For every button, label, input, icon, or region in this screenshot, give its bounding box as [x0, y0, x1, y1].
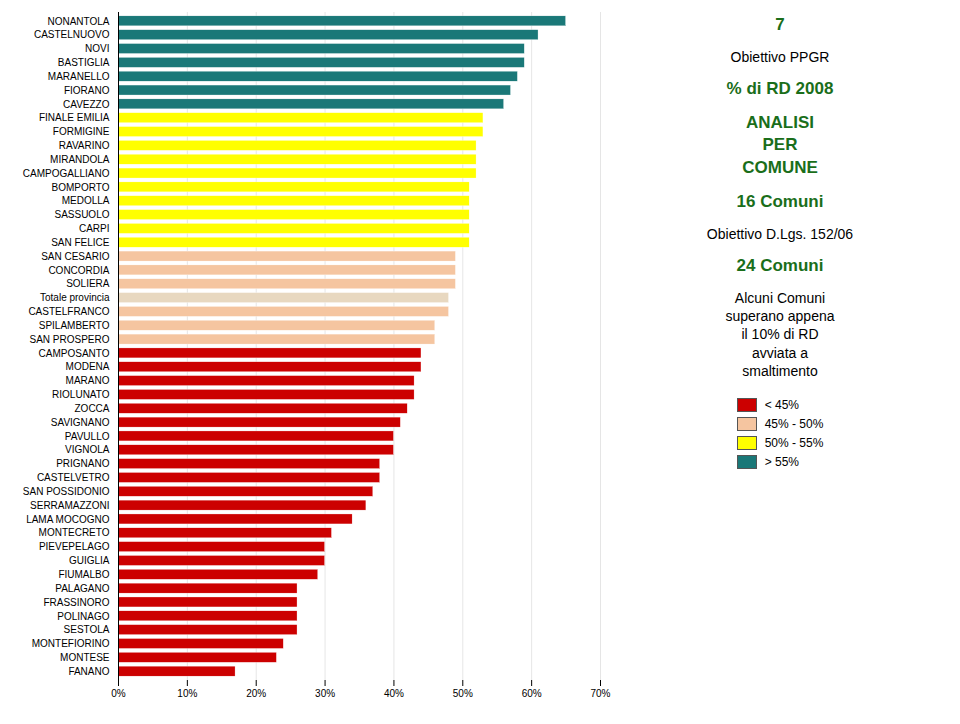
svg-text:LAMA MOCOGNO: LAMA MOCOGNO: [26, 514, 110, 525]
svg-text:Totale provincia: Totale provincia: [40, 292, 110, 303]
svg-text:CARPI: CARPI: [79, 223, 110, 234]
svg-text:SASSUOLO: SASSUOLO: [54, 209, 109, 220]
svg-text:POLINAGO: POLINAGO: [57, 611, 109, 622]
svg-text:RAVARINO: RAVARINO: [59, 140, 110, 151]
svg-text:FINALE EMILIA: FINALE EMILIA: [39, 112, 110, 123]
svg-text:SAN FELICE: SAN FELICE: [51, 237, 110, 248]
svg-text:FIUMALBO: FIUMALBO: [58, 569, 109, 580]
svg-text:CAVEZZO: CAVEZZO: [63, 99, 110, 110]
svg-text:VIGNOLA: VIGNOLA: [65, 444, 110, 455]
svg-text:CAMPOGALLIANO: CAMPOGALLIANO: [23, 168, 110, 179]
svg-text:SPILAMBERTO: SPILAMBERTO: [39, 320, 110, 331]
svg-text:SOLIERA: SOLIERA: [66, 278, 110, 289]
html-text:24 Comuni: 24 Comuni: [736, 255, 824, 275]
svg-text:20%: 20%: [246, 688, 266, 699]
html-text:ANALISI PER COMUNE: ANALISI PER COMUNE: [742, 113, 818, 177]
html-text:16 Comuni: 16 Comuni: [736, 191, 824, 211]
html-text:7: 7: [775, 15, 785, 34]
svg-text:PIEVEPELAGO: PIEVEPELAGO: [39, 541, 110, 552]
svg-text:CASTELNUOVO: CASTELNUOVO: [34, 29, 110, 40]
html-text:Alcuni Comuni superano appena: Alcuni Comuni superano appena il 10% di …: [725, 290, 835, 379]
svg-text:SERRAMAZZONI: SERRAMAZZONI: [30, 500, 109, 511]
svg-text:MODENA: MODENA: [66, 361, 110, 372]
svg-text:10%: 10%: [177, 688, 197, 699]
svg-text:MONTEFIORINO: MONTEFIORINO: [32, 638, 110, 649]
html-text:Obiettivo D.Lgs. 152/06: Obiettivo D.Lgs. 152/06: [706, 225, 854, 242]
svg-text:FIORANO: FIORANO: [64, 85, 110, 96]
svg-text:FORMIGINE: FORMIGINE: [53, 126, 110, 137]
svg-text:MEDOLLA: MEDOLLA: [62, 195, 110, 206]
svg-text:MONTESE: MONTESE: [60, 652, 110, 663]
svg-text:NOVI: NOVI: [85, 43, 109, 54]
svg-text:SAN POSSIDONIO: SAN POSSIDONIO: [23, 486, 110, 497]
svg-text:30%: 30%: [315, 688, 335, 699]
svg-text:CAMPOSANTO: CAMPOSANTO: [39, 348, 110, 359]
svg-text:CASTELVETRO: CASTELVETRO: [37, 472, 110, 483]
html-text:45% - 50%: 45% - 50%: [764, 417, 824, 431]
svg-text:FANANO: FANANO: [68, 666, 109, 677]
svg-text:50%: 50%: [453, 688, 473, 699]
svg-text:0%: 0%: [111, 688, 126, 699]
svg-text:PRIGNANO: PRIGNANO: [56, 458, 110, 469]
svg-text:SAVIGNANO: SAVIGNANO: [51, 417, 110, 428]
svg-text:SESTOLA: SESTOLA: [64, 624, 110, 635]
html-text:50% - 55%: 50% - 55%: [764, 436, 824, 450]
svg-text:RIOLUNATO: RIOLUNATO: [52, 389, 110, 400]
html-text:> 55%: > 55%: [764, 455, 799, 469]
svg-text:60%: 60%: [522, 688, 542, 699]
svg-text:PALAGANO: PALAGANO: [55, 583, 109, 594]
html-text:< 45%: < 45%: [764, 398, 799, 412]
svg-text:40%: 40%: [384, 688, 404, 699]
svg-text:70%: 70%: [590, 688, 610, 699]
svg-text:MARANELLO: MARANELLO: [48, 71, 110, 82]
svg-text:BOMPORTO: BOMPORTO: [52, 182, 110, 193]
svg-text:GUIGLIA: GUIGLIA: [69, 555, 110, 566]
svg-text:MIRANDOLA: MIRANDOLA: [50, 154, 110, 165]
svg-text:ZOCCA: ZOCCA: [75, 403, 110, 414]
svg-text:MONTECRETO: MONTECRETO: [39, 527, 110, 538]
svg-text:MARANO: MARANO: [66, 375, 110, 386]
svg-text:PAVULLO: PAVULLO: [65, 431, 110, 442]
svg-text:NONANTOLA: NONANTOLA: [47, 16, 109, 27]
svg-text:CASTELFRANCO: CASTELFRANCO: [28, 306, 109, 317]
svg-text:BASTIGLIA: BASTIGLIA: [58, 57, 110, 68]
svg-text:FRASSINORO: FRASSINORO: [43, 597, 109, 608]
svg-text:CONCORDIA: CONCORDIA: [48, 265, 109, 276]
html-text:% di RD 2008: % di RD 2008: [726, 79, 834, 99]
svg-text:SAN PROSPERO: SAN PROSPERO: [29, 334, 109, 345]
html-text:Obiettivo PPGR: Obiettivo PPGR: [730, 49, 830, 66]
svg-text:SAN CESARIO: SAN CESARIO: [41, 251, 110, 262]
